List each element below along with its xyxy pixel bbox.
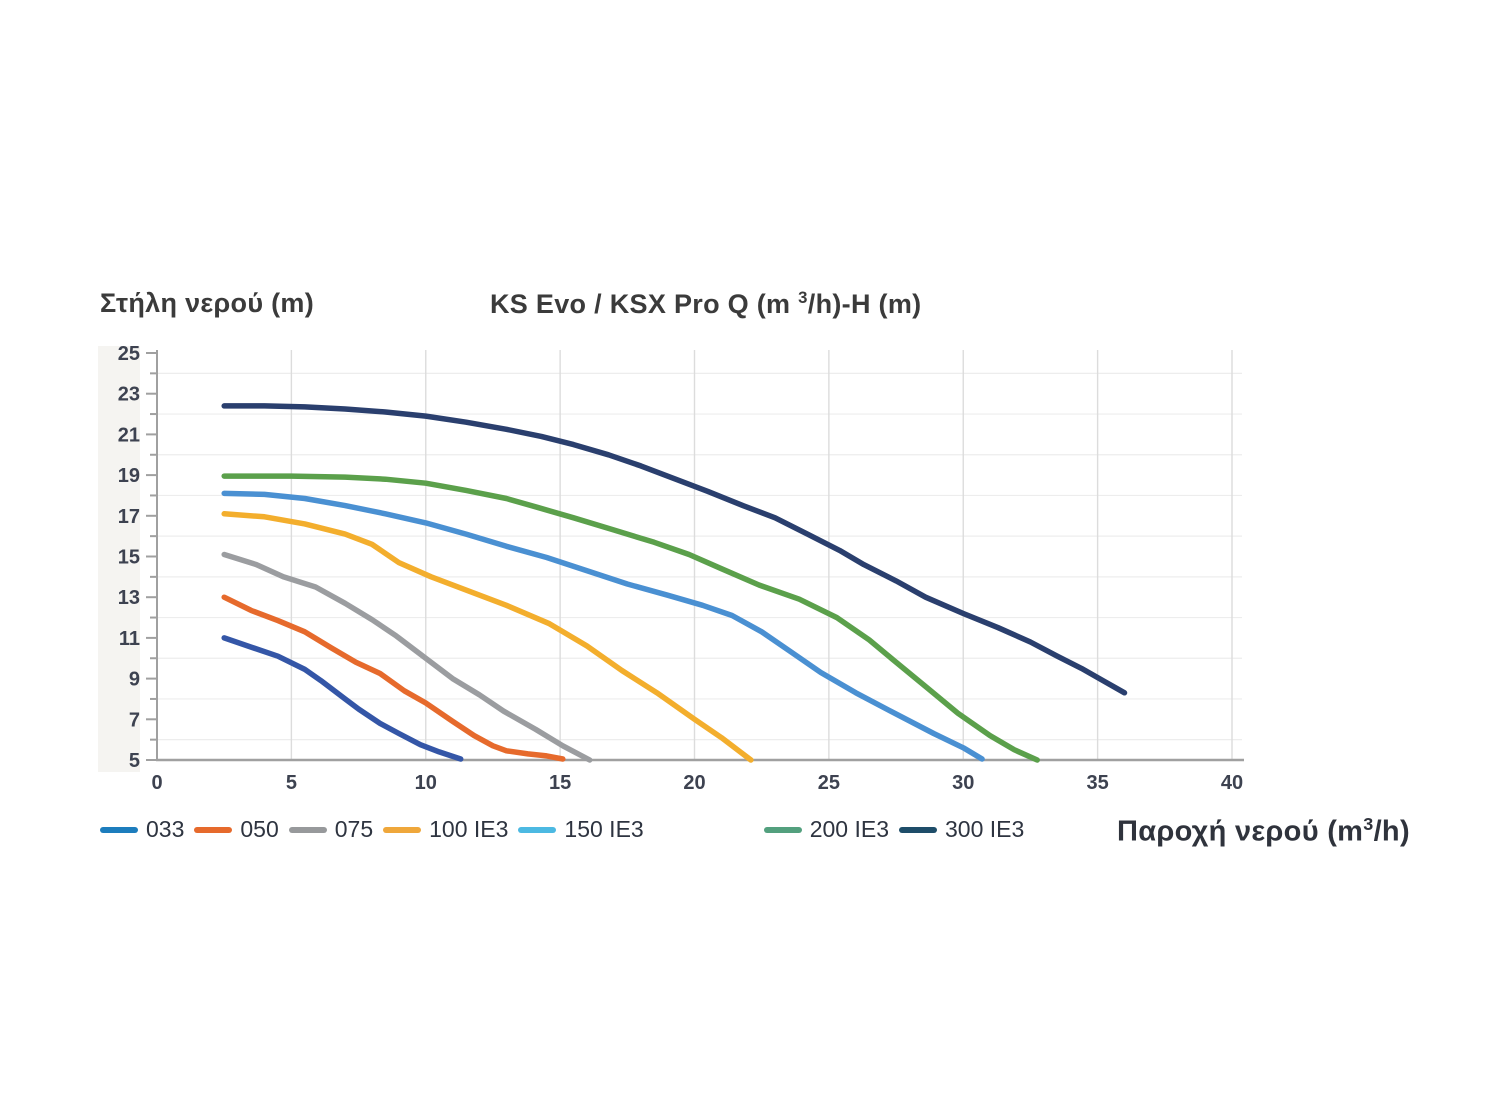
legend-label: 100 IE3 <box>429 816 509 842</box>
x-tick-label: 20 <box>683 772 705 794</box>
legend-item-100-ie3: 100 IE3 <box>383 816 508 843</box>
legend-label: 050 <box>240 816 279 842</box>
legend-item-033: 033 <box>100 816 184 843</box>
curve-075 <box>221 551 593 763</box>
legend-item-300-ie3: 300 IE3 <box>899 816 1024 843</box>
curve-100-ie3 <box>221 511 754 763</box>
x-tick-label: 25 <box>818 772 840 794</box>
legend-swatch-icon <box>899 826 938 833</box>
y-tick-label: 11 <box>119 628 140 650</box>
legend-label: 033 <box>146 816 185 842</box>
y-tick-label: 25 <box>118 343 140 365</box>
y-tick-label: 21 <box>118 424 140 446</box>
legend-swatch-icon <box>383 826 422 833</box>
y-tick-label: 23 <box>118 384 140 406</box>
legend-item-150-ie3: 150 IE3 <box>518 816 644 843</box>
legend-swatch-icon <box>288 826 327 833</box>
legend-swatch-icon <box>194 826 233 833</box>
legend-item-050: 050 <box>194 816 279 843</box>
chart-title-superscript: 3 <box>798 288 808 307</box>
curve-050 <box>221 594 566 762</box>
x-tick-label: 10 <box>415 772 437 794</box>
chart-title-suffix: /h)-H (m) <box>807 289 922 319</box>
y-tick-label: 15 <box>118 547 140 569</box>
y-tick-label: 19 <box>118 465 140 487</box>
x-tick-label: 15 <box>549 772 571 794</box>
curve-300-ie3 <box>221 403 1128 696</box>
x-axis-title-superscript: 3 <box>1363 814 1374 834</box>
legend-swatch-icon <box>763 826 802 833</box>
legend-swatch-icon <box>100 826 138 833</box>
legend-label: 150 IE3 <box>564 816 644 842</box>
x-axis-title-suffix: /h) <box>1373 815 1410 848</box>
y-tick-label: 7 <box>129 709 140 731</box>
curve-033 <box>221 635 464 762</box>
legend-swatch-icon <box>518 826 557 833</box>
chart-title-text: KS Evo / KSX Pro Q (m <box>490 289 799 319</box>
legend-label: 200 IE3 <box>809 816 890 842</box>
legend-item-075: 075 <box>288 816 374 843</box>
legend-label: 075 <box>334 816 374 842</box>
legend-item-200-ie3: 200 IE3 <box>763 816 890 843</box>
y-axis-title: Στήλη νερού (m) <box>100 288 315 318</box>
chart-title: KS Evo / KSX Pro Q (m 3/h)-H (m) <box>490 288 921 320</box>
y-tick-label: 9 <box>129 669 140 691</box>
x-tick-label: 5 <box>286 772 297 794</box>
x-tick-label: 40 <box>1221 772 1243 794</box>
y-tick-label: 5 <box>129 750 140 772</box>
x-tick-label: 35 <box>1087 772 1109 794</box>
legend: 033 050 075 100 IE3 150 IE3 200 IE3 300 IE3 <box>100 816 1024 843</box>
axis-label-band <box>98 346 140 772</box>
x-tick-label: 0 <box>151 772 162 794</box>
x-axis-title: Παροχή νερού (m3/h) <box>1117 814 1410 849</box>
y-tick-label: 13 <box>118 587 140 609</box>
curve-200-ie3 <box>221 473 1040 763</box>
y-tick-label: 17 <box>118 506 140 528</box>
x-axis-title-text: Παροχή νερού (m <box>1117 815 1364 848</box>
legend-label: 300 IE3 <box>945 816 1025 842</box>
x-tick-label: 30 <box>952 772 974 794</box>
curve-150-ie3 <box>221 490 985 762</box>
